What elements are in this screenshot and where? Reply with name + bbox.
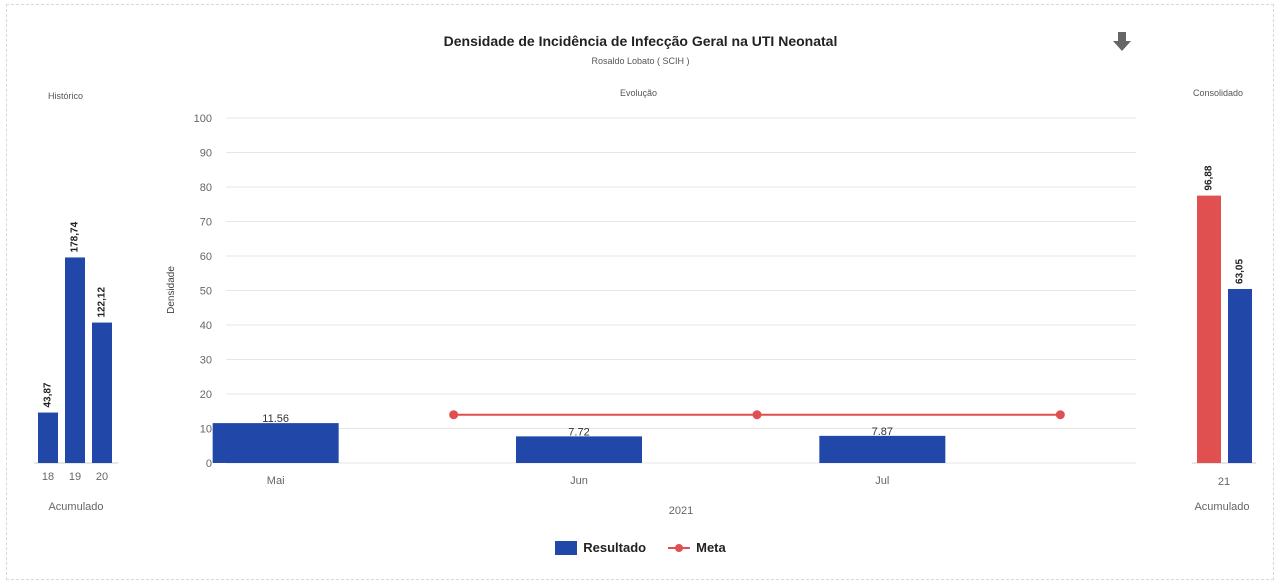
evolucao-value-label: 11.56	[262, 413, 289, 425]
evolucao-y-tick: 10	[200, 424, 212, 436]
historico-x-tick: 20	[96, 471, 108, 483]
historico-bar	[38, 412, 58, 463]
evolucao-y-tick: 80	[200, 182, 212, 194]
chart-title: Densidade de Incidência de Infecção Gera…	[443, 33, 838, 49]
legend-swatch-meta	[668, 541, 691, 555]
chart-legend: Resultado Meta	[0, 540, 1281, 555]
evolucao-title: Evolução	[620, 88, 658, 98]
chart-frame	[6, 4, 1274, 580]
legend-label-meta: Meta	[696, 540, 726, 555]
historico-value-label: 178,74	[70, 221, 81, 252]
evolucao-y-tick: 40	[200, 320, 212, 332]
consolidado-x-tick: 21	[1218, 476, 1230, 488]
consolidado-x-label: Acumulado	[1194, 501, 1249, 513]
evolucao-x-label: 2021	[669, 505, 693, 517]
historico-value-label: 122,12	[97, 287, 108, 318]
consolidado-bar	[1197, 195, 1221, 463]
consolidado-title: Consolidado	[1193, 88, 1244, 98]
evolucao-x-tick: Jul	[875, 475, 889, 487]
evolucao-bar-resultado	[819, 435, 946, 463]
evolucao-bar-resultado	[212, 423, 339, 463]
evolucao-value-label: 7.87	[872, 426, 893, 438]
evolucao-y-tick: 30	[200, 355, 212, 367]
evolucao-y-tick: 0	[206, 458, 212, 470]
evolucao-x-tick: Jun	[570, 475, 588, 487]
legend-item-resultado[interactable]: Resultado	[555, 540, 646, 555]
legend-item-meta[interactable]: Meta	[668, 540, 726, 555]
evolucao-bar-resultado	[516, 436, 642, 463]
evolucao-y-tick: 70	[200, 217, 212, 229]
historico-x-label: Acumulado	[48, 501, 103, 513]
historico-x-tick: 18	[42, 471, 54, 483]
historico-bar	[92, 322, 112, 463]
evolucao-y-tick: 20	[200, 389, 212, 401]
evolucao-meta-point	[449, 410, 459, 420]
legend-swatch-resultado	[555, 540, 578, 555]
evolucao-y-tick: 50	[200, 286, 212, 298]
historico-value-label: 43,87	[43, 382, 54, 407]
consolidado-bar	[1228, 288, 1252, 463]
consolidado-value-label: 96,88	[1204, 165, 1215, 190]
historico-title: Histórico	[48, 91, 84, 101]
historico-bar	[65, 257, 85, 463]
evolucao-y-tick: 90	[200, 148, 212, 160]
consolidado-value-label: 63,05	[1235, 259, 1246, 284]
evolucao-y-label: Densidade	[166, 266, 177, 314]
chart-subtitle: Rosaldo Lobato ( SCIH )	[591, 56, 690, 66]
evolucao-y-tick: 100	[194, 113, 212, 125]
download-arrow-icon[interactable]	[1112, 30, 1132, 54]
evolucao-meta-point	[752, 410, 762, 420]
evolucao-x-tick: Mai	[267, 475, 285, 487]
historico-x-tick: 19	[69, 471, 81, 483]
evolucao-y-tick: 60	[200, 251, 212, 263]
legend-label-resultado: Resultado	[583, 540, 647, 555]
evolucao-meta-point	[1055, 410, 1065, 420]
evolucao-value-label: 7.72	[568, 426, 589, 438]
